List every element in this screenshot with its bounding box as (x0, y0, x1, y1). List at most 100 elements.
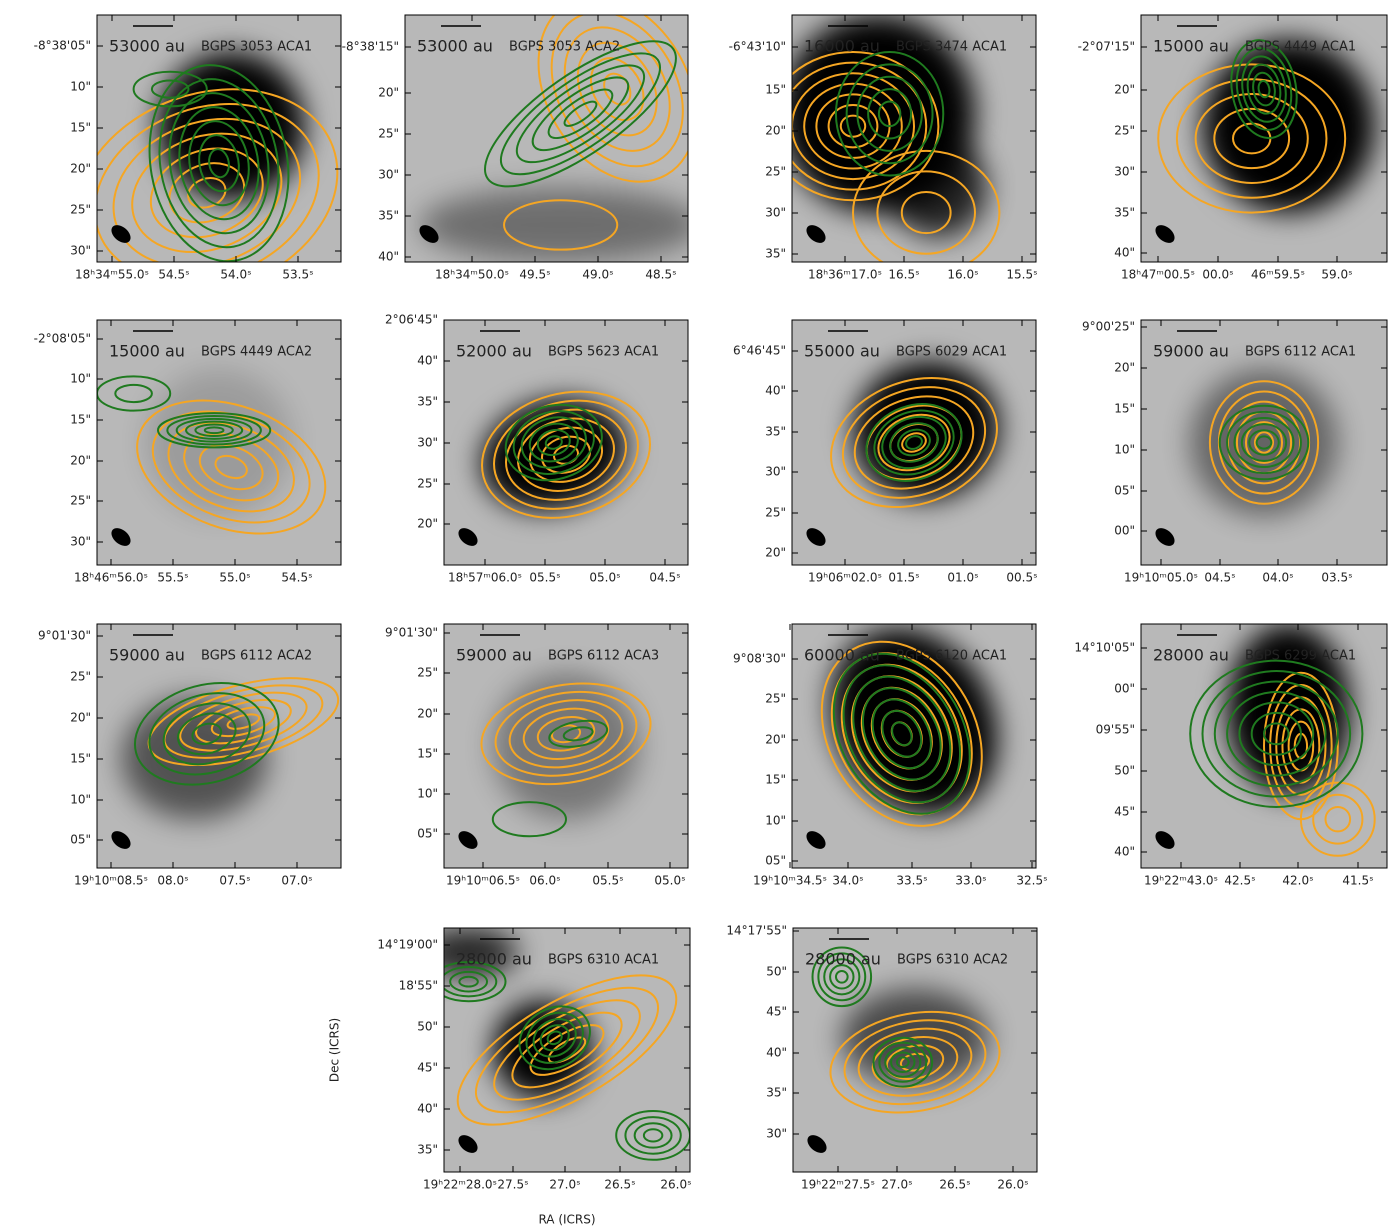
green-contour (1226, 690, 1327, 777)
green-contour (884, 1046, 922, 1078)
orange-contour (167, 421, 295, 513)
orange-contour (456, 974, 678, 1126)
orange-contour (792, 72, 915, 181)
green-contour (177, 712, 237, 756)
green-contour (881, 709, 923, 758)
y-tick-label: 10" (1114, 443, 1135, 457)
green-contour (1248, 429, 1280, 456)
panel: 60000 au BGPS 6120 ACA1 9°08'30" 25" 20" 15" 1… (733, 623, 1048, 888)
x-tick-label: 18ʰ46ᵐ56.0ˢ (74, 571, 148, 585)
x-tick-label: 33.5ˢ (896, 874, 927, 888)
y-tick-label: 18'55" (399, 979, 438, 993)
x-tick-label: 00.0ˢ (1202, 268, 1233, 282)
x-tick-label: 34.0ˢ (832, 874, 863, 888)
frame (443, 623, 689, 869)
green-contour (562, 726, 594, 742)
y-tick-label: 35" (378, 209, 399, 223)
y-tick-label: 15" (70, 413, 91, 427)
x-tick-label: 05.0ˢ (654, 874, 685, 888)
source-label: BGPS 6112 ACA2 (201, 649, 312, 664)
orange-contour (1299, 781, 1376, 857)
x-tick-label: 49.5ˢ (519, 268, 550, 282)
y-tick-label: 10" (70, 80, 91, 94)
orange-contour (1324, 806, 1352, 833)
source-label: BGPS 3474 ACA1 (896, 40, 1007, 55)
y-tick-label: 14°19'00" (377, 938, 438, 952)
image (97, 15, 341, 262)
green-contour (536, 428, 571, 457)
y-tick-label: 25" (70, 494, 91, 508)
source-label: BGPS 6029 ACA1 (896, 345, 1007, 360)
green-contour (208, 148, 230, 179)
orange-contour (505, 408, 627, 501)
panel: 59000 au BGPS 6112 ACA1 9°00'25" 20" 15" 10" 0… (1082, 319, 1388, 585)
scale-label: 16000 au (804, 37, 880, 56)
green-contour (889, 422, 939, 463)
y-tick-label: 25" (417, 666, 438, 680)
green-contour (166, 414, 262, 446)
green-contour (194, 423, 234, 437)
source-label: BGPS 6310 ACA1 (548, 953, 659, 968)
orange-contour (529, 1024, 605, 1076)
x-tick-label: 18ʰ57ᵐ06.0ˢ (448, 571, 522, 585)
orange-contour (226, 713, 261, 730)
orange-contour (1175, 78, 1328, 199)
y-tick-label: 00" (1114, 682, 1135, 696)
green-contour (178, 106, 260, 221)
x-tick-label: 04.5ˢ (1204, 571, 1235, 585)
x-tick-label: 54.5ˢ (158, 268, 189, 282)
x-tick-label: 48.5ˢ (645, 268, 676, 282)
y-tick-label: 40" (1114, 246, 1135, 260)
green-contour (444, 966, 498, 998)
x-tick-label: 59.0ˢ (1321, 268, 1352, 282)
source-label: BGPS 6120 ACA1 (896, 649, 1007, 664)
x-tick-label: 04.5ˢ (649, 571, 680, 585)
y-tick-label: 05" (1114, 484, 1135, 498)
green-contour (1189, 659, 1364, 808)
green-contour (895, 1056, 910, 1069)
panel: 59000 au BGPS 6112 ACA3 9°01'30" 25" 20" 15" 1… (385, 623, 689, 888)
green-contour (878, 1041, 928, 1083)
green-contour (842, 664, 962, 804)
orange-contour (537, 15, 688, 183)
orange-contour (97, 103, 320, 262)
y-tick-label: 45" (766, 1005, 787, 1019)
green-contour (547, 88, 614, 139)
scale-label: 52000 au (456, 342, 532, 361)
y-tick-label: 20" (765, 124, 786, 138)
y-tick-label: 9°01'30" (385, 626, 438, 640)
green-contour (504, 403, 603, 482)
green-contour (150, 79, 190, 99)
image (444, 320, 688, 565)
green-contour (532, 1017, 577, 1058)
scale-label: 28000 au (456, 950, 532, 969)
x-tick-label: 06.0ˢ (529, 874, 560, 888)
beam (806, 225, 826, 243)
orange-contour (876, 170, 977, 255)
beam (1155, 831, 1175, 849)
green-contour (168, 92, 270, 235)
x-tick-label: 27.0ˢ (549, 1178, 580, 1192)
green-contour (1213, 680, 1339, 788)
panel: 16000 au BGPS 3474 ACA1 -6°43'10" 15" 20" 25"… (729, 14, 1038, 282)
y-tick-label: 20" (765, 546, 786, 560)
dust-blob (444, 928, 518, 977)
green-contour (1255, 435, 1273, 450)
frame (96, 14, 342, 263)
image (1141, 624, 1387, 868)
y-tick-label: 20" (378, 86, 399, 100)
green-contour (546, 1030, 563, 1046)
source-label: BGPS 3053 ACA2 (509, 40, 620, 55)
green-contour (817, 952, 867, 1002)
green-contour (1226, 410, 1302, 475)
green-contour (1233, 417, 1295, 468)
y-tick-label: 10" (70, 372, 91, 386)
y-tick-label: 30" (765, 465, 786, 479)
beam (419, 225, 439, 243)
orange-contour (900, 191, 952, 235)
image (792, 624, 1036, 868)
orange-contour (508, 699, 624, 769)
y-tick-label: 35" (765, 247, 786, 261)
orange-contour (517, 417, 615, 492)
